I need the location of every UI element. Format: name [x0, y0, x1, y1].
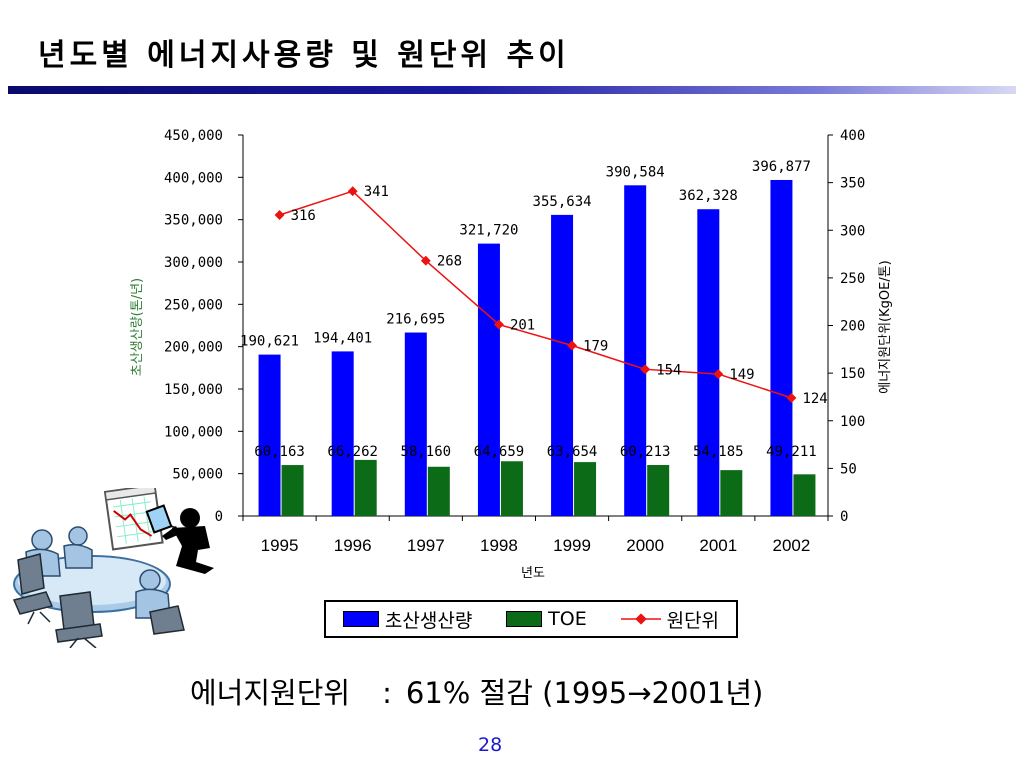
x-tick-label: 2001 [699, 536, 737, 555]
bar-production [477, 243, 500, 516]
legend-label-toe: TOE [548, 608, 587, 630]
point-unit [347, 186, 358, 197]
y2-tick-label: 300 [840, 223, 865, 239]
data-label-production: 396,877 [752, 159, 811, 175]
data-label-production: 216,695 [386, 312, 445, 328]
data-label-toe: 60,163 [254, 444, 305, 460]
chart: 450,000 400,000 350,000 300,000 250,000 200,0… [130, 128, 893, 581]
data-label-production: 190,621 [240, 334, 299, 350]
y2-tick-label: 150 [840, 366, 865, 382]
y2-tick-label: 400 [840, 128, 865, 144]
bar-toe [281, 465, 304, 516]
x-axis-title: 년도 [521, 566, 545, 581]
data-label-unit: 124 [802, 391, 827, 407]
data-label-production: 390,584 [606, 164, 665, 180]
bar-production [258, 354, 281, 516]
y2-tick-label: 250 [840, 271, 865, 287]
data-label-production: 194,401 [313, 330, 372, 346]
bar-production [624, 185, 647, 516]
data-label-toe: 60,213 [620, 444, 671, 460]
data-label-unit: 154 [656, 362, 681, 378]
data-label-unit: 201 [510, 318, 535, 334]
legend-entry-unit: 원단위 [620, 606, 720, 633]
conclusion-text: 에너지원단위:61% 절감 (1995→2001년) [190, 670, 763, 712]
point-unit [713, 369, 724, 380]
y2-tick-label: 0 [840, 509, 848, 525]
x-tick-label: 1999 [553, 536, 591, 555]
page-title: 년도별 에너지사용량 및 원단위 추이 [38, 38, 570, 73]
bar-toe [500, 461, 523, 516]
x-tick-label: 1996 [334, 536, 372, 555]
title-divider [8, 86, 1016, 94]
y2-tick-label: 50 [840, 461, 857, 477]
data-label-unit: 179 [583, 339, 608, 355]
point-unit [640, 364, 651, 375]
y-tick-label: 50,000 [172, 467, 223, 483]
data-label-toe: 63,654 [547, 444, 598, 460]
y-axis-title: 초산생산량(톤/년) [130, 278, 145, 376]
x-tick-label: 2002 [773, 536, 811, 555]
meeting-clipart-icon [0, 483, 230, 652]
x-tick-label: 1997 [407, 536, 445, 555]
data-label-toe: 58,160 [401, 444, 452, 460]
x-tick-label: 2000 [626, 536, 664, 555]
bar-production [331, 351, 354, 516]
point-unit [274, 210, 285, 220]
y-tick-label: 350,000 [164, 213, 223, 229]
data-label-production: 321,720 [459, 223, 518, 239]
y2-tick-label: 350 [840, 176, 865, 192]
bar-toe [647, 465, 670, 516]
bar-production [551, 214, 574, 516]
page-number: 28 [478, 734, 503, 756]
data-label-toe: 66,262 [327, 444, 378, 460]
legend-swatch-unit [620, 613, 661, 625]
bar-toe [354, 459, 377, 516]
conclusion-separator: : [382, 676, 392, 710]
bar-toe [427, 466, 450, 516]
y2-tick-label: 200 [840, 319, 865, 335]
data-label-unit: 268 [437, 254, 462, 270]
legend-entry-toe: TOE [506, 608, 587, 630]
legend-label-production: 초산생산량 [384, 609, 473, 632]
bar-production [770, 179, 793, 516]
chart-legend: 초산생산량 TOE 원단위 [324, 600, 738, 638]
y-tick-label: 100,000 [164, 424, 223, 440]
y-tick-label: 250,000 [164, 297, 223, 313]
point-unit [493, 319, 504, 330]
data-label-toe: 64,659 [474, 444, 525, 460]
bar-production [697, 209, 720, 517]
data-label-toe: 54,185 [693, 444, 744, 460]
point-unit [420, 255, 431, 266]
data-label-unit: 316 [291, 208, 316, 224]
y2-tick-label: 100 [840, 414, 865, 430]
data-label-production: 355,634 [533, 194, 592, 210]
y2-axis-title: 에너지원단위(KgOE/톤) [878, 260, 893, 393]
y-tick-label: 300,000 [164, 255, 223, 271]
conclusion-label: 에너지원단위 [190, 676, 351, 710]
legend-entry-production: 초산생산량 [342, 606, 473, 633]
y-tick-label: 0 [215, 509, 223, 525]
bar-toe [793, 474, 816, 516]
y-tick-label: 450,000 [164, 128, 223, 144]
conclusion-value: 61% 절감 (1995→2001년) [405, 676, 764, 710]
bar-toe [574, 462, 597, 516]
x-tick-label: 1995 [261, 536, 299, 555]
legend-swatch-toe [506, 611, 543, 627]
legend-label-unit: 원단위 [666, 609, 720, 632]
x-tick-label: 1998 [480, 536, 518, 555]
y-tick-label: 200,000 [164, 340, 223, 356]
data-label-unit: 341 [364, 184, 389, 200]
bar-production [404, 332, 427, 516]
y-tick-label: 400,000 [164, 170, 223, 186]
data-label-unit: 149 [729, 367, 754, 383]
point-unit [567, 340, 578, 351]
point-unit [786, 392, 797, 403]
bar-toe [720, 470, 743, 516]
data-label-toe: 49,211 [766, 444, 817, 460]
legend-swatch-production [342, 611, 379, 627]
line-unit [279, 190, 792, 399]
y-tick-label: 150,000 [164, 382, 223, 398]
data-label-production: 362,328 [679, 188, 738, 204]
